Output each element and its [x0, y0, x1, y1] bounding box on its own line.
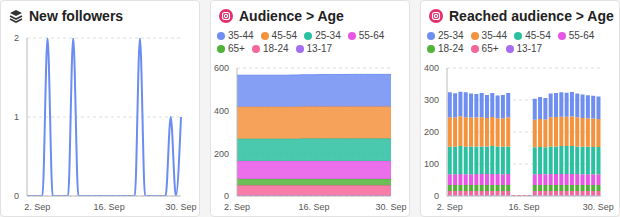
- html-text:13-17: 13-17: [516, 43, 543, 54]
- html-text:Reached audience > Age: Reached audience > Age: [449, 8, 614, 24]
- html-text:18-24: 18-24: [263, 43, 289, 54]
- svg-text:600: 600: [214, 63, 229, 73]
- html-text:25-34: 25-34: [438, 30, 464, 41]
- svg-text:200: 200: [214, 149, 229, 159]
- svg-text:2. Sep: 2. Sep: [437, 202, 463, 212]
- svg-text:100: 100: [424, 159, 439, 169]
- svg-text:400: 400: [424, 63, 439, 73]
- svg-text:16. Sep: 16. Sep: [508, 202, 539, 212]
- svg-text:200: 200: [424, 127, 439, 137]
- html-text:65+: 65+: [481, 43, 499, 54]
- html-text:35-44: 35-44: [228, 30, 254, 41]
- html-text:New followers: New followers: [29, 8, 124, 24]
- svg-text:16. Sep: 16. Sep: [298, 202, 329, 212]
- html-text:45-54: 45-54: [525, 30, 551, 41]
- html-text:55-64: 55-64: [358, 30, 385, 41]
- html-text:55-64: 55-64: [568, 30, 595, 41]
- html-text:13-17: 13-17: [306, 43, 333, 54]
- svg-text:2: 2: [14, 33, 19, 43]
- svg-text:0: 0: [434, 191, 439, 201]
- html-text:18-24: 18-24: [438, 43, 464, 54]
- html-text:45-54: 45-54: [271, 30, 298, 41]
- svg-text:30. Sep: 30. Sep: [375, 202, 406, 212]
- html-text:65+: 65+: [228, 43, 245, 54]
- svg-text:30. Sep: 30. Sep: [165, 202, 196, 212]
- svg-text:300: 300: [424, 95, 439, 105]
- svg-text:1: 1: [14, 112, 19, 122]
- svg-text:30. Sep: 30. Sep: [583, 202, 612, 212]
- svg-text:400: 400: [214, 106, 229, 116]
- svg-text:2. Sep: 2. Sep: [24, 202, 50, 212]
- html-text:25-34: 25-34: [315, 30, 341, 41]
- svg-text:2. Sep: 2. Sep: [224, 202, 250, 212]
- html-text:35-44: 35-44: [481, 30, 508, 41]
- html-text:Audience > Age: Audience > Age: [239, 8, 344, 24]
- svg-text:16. Sep: 16. Sep: [94, 202, 125, 212]
- svg-text:0: 0: [224, 191, 229, 201]
- svg-text:0: 0: [14, 191, 19, 201]
